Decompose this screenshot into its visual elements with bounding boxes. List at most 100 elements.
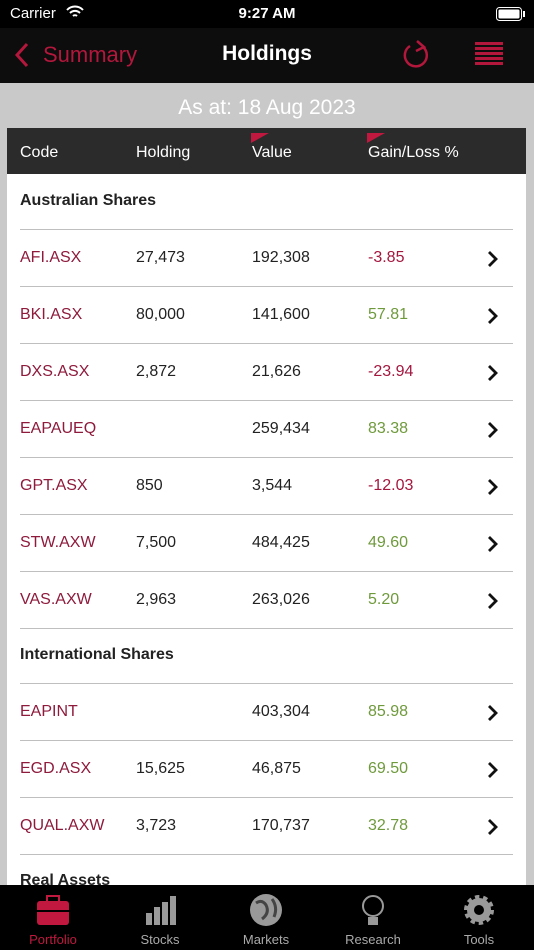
cell-text: 83.38 (368, 420, 409, 437)
cell-text: 27,473 (136, 249, 185, 266)
cell-text: 3,723 (136, 817, 177, 834)
wifi-icon (66, 5, 84, 17)
chevron (488, 365, 498, 381)
separator (20, 683, 513, 684)
chevron (488, 762, 498, 778)
cell-text: -3.85 (368, 249, 405, 266)
separator (20, 514, 513, 515)
cell-text: 7,500 (136, 534, 177, 551)
separator (20, 854, 513, 855)
holding-row[interactable]: DXS.ASX 2,872 21,626 -23.94 (7, 344, 526, 400)
chevron (488, 705, 498, 721)
chevron (488, 308, 498, 324)
separator (20, 229, 513, 230)
tab-label: Stocks (140, 932, 180, 947)
tab-label: Research (345, 932, 401, 947)
chevron (488, 819, 498, 835)
cell-text: STW.AXW (20, 534, 96, 551)
cell-text: QUAL.AXW (20, 817, 105, 834)
cell-text: -12.03 (368, 477, 414, 494)
holding-row[interactable]: AFI.ASX 27,473 192,308 -3.85 (7, 230, 526, 286)
column-header: Code (20, 144, 59, 161)
nav-title: Holdings (222, 42, 312, 65)
cell-text: 85.98 (368, 703, 409, 720)
tab-label: Tools (463, 932, 495, 947)
section-title: Real Assets (20, 872, 111, 885)
holding-row[interactable]: VAS.AXW 2,963 263,026 5.20 (7, 572, 526, 628)
status-bar: Carrier 9:27 AM (0, 0, 534, 28)
column-header[interactable]: Value (252, 144, 292, 161)
cell-text: 46,875 (252, 760, 301, 777)
chevron (488, 479, 498, 495)
cell-text: 263,026 (252, 591, 310, 608)
cell-text: 2,872 (136, 363, 177, 380)
holding-row[interactable]: EAPAUEQ 259,434 83.38 (7, 401, 526, 457)
cell-text: BKI.ASX (20, 306, 83, 323)
cell-text: 2,963 (136, 591, 177, 608)
table-body: Australian Shares AFI.ASX 27,473 192,308 -3.… (7, 174, 526, 885)
as-at-date: As at: 18 Aug 2023 (178, 96, 356, 119)
separator (20, 286, 513, 287)
cell-text: GPT.ASX (20, 477, 88, 494)
tab[interactable]: Markets (213, 885, 319, 950)
cell-text: -23.94 (368, 363, 414, 380)
separator (20, 628, 513, 629)
tab[interactable]: Portfolio (0, 885, 106, 950)
cell-text: 170,737 (252, 817, 310, 834)
cell-text: 484,425 (252, 534, 310, 551)
separator (20, 797, 513, 798)
cell-text: EGD.ASX (20, 760, 92, 777)
chevron (488, 593, 498, 609)
holding-row[interactable]: GPT.ASX 850 3,544 -12.03 (7, 458, 526, 514)
cell-text: EAPAUEQ (20, 420, 97, 437)
cell-text: 5.20 (368, 591, 400, 608)
cell-text: 15,625 (136, 760, 185, 777)
chevron (488, 251, 498, 267)
section-title: International Shares (20, 646, 174, 663)
carrier: Carrier (10, 5, 56, 22)
nav-bar: Summary Holdings (0, 28, 534, 83)
cell-text: AFI.ASX (20, 249, 82, 266)
cell-text: 3,544 (252, 477, 293, 494)
tab-label: Portfolio (29, 932, 77, 947)
cell-text: 403,304 (252, 703, 310, 720)
column-header[interactable]: Gain/Loss % (368, 144, 459, 161)
clock: 9:27 AM (238, 5, 296, 22)
back-label: Summary (43, 42, 138, 67)
holding-row[interactable]: EAPINT 403,304 85.98 (7, 684, 526, 740)
battery-icon (496, 7, 525, 21)
cell-text: 69.50 (368, 760, 409, 777)
cell-text: 49.60 (368, 534, 409, 551)
separator (20, 343, 513, 344)
holdings-table: Code Holding Value Gain/Loss % Australian S… (7, 128, 526, 885)
cell-text: VAS.AXW (20, 591, 92, 608)
table-header: Code Holding Value Gain/Loss % (7, 128, 526, 174)
holding-row[interactable]: EGD.ASX 15,625 46,875 69.50 (7, 741, 526, 797)
holding-row[interactable]: BKI.ASX 80,000 141,600 57.81 (7, 287, 526, 343)
section-title: Australian Shares (20, 192, 157, 209)
column-header: Holding (136, 144, 191, 161)
cell-text: DXS.ASX (20, 363, 90, 380)
cell-text: EAPINT (20, 703, 78, 720)
tab[interactable]: Stocks (107, 885, 213, 950)
tab-bar: Portfolio Stocks Markets Research Tools (0, 885, 534, 950)
cell-text: 21,626 (252, 363, 301, 380)
tab[interactable]: Tools (426, 885, 532, 950)
chevron (488, 422, 498, 438)
holding-row[interactable]: STW.AXW 7,500 484,425 49.60 (7, 515, 526, 571)
holding-row[interactable]: QUAL.AXW 3,723 170,737 32.78 (7, 798, 526, 854)
cell-text: 80,000 (136, 306, 185, 323)
cell-text: 141,600 (252, 306, 310, 323)
separator (20, 400, 513, 401)
sort-indicator (251, 133, 269, 143)
separator (20, 740, 513, 741)
cell-text: 192,308 (252, 249, 310, 266)
tab-label: Markets (242, 932, 290, 947)
menu-button[interactable] (475, 42, 503, 68)
chevron (488, 536, 498, 552)
cell-text: 850 (136, 477, 163, 494)
refresh-button[interactable] (401, 38, 431, 70)
cell-text: 57.81 (368, 306, 409, 323)
tab[interactable]: Research (320, 885, 426, 950)
